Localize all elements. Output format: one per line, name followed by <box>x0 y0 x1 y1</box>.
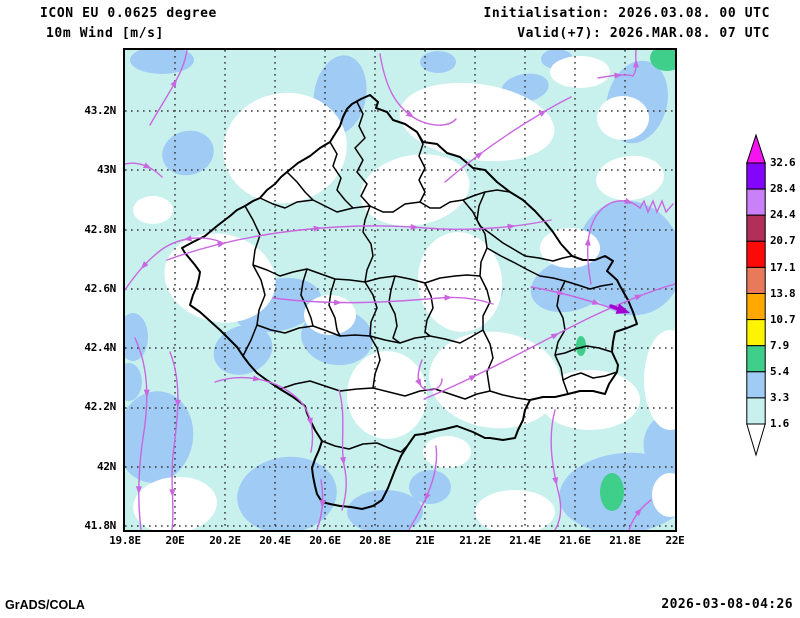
grads-credit: GrADS/COLA <box>5 598 85 612</box>
creation-timestamp: 2026-03-08-04:26 <box>661 597 793 612</box>
colorbar-tick: 20.7 <box>770 234 796 247</box>
streamline-arrowhead <box>584 237 591 246</box>
lon-label: 21.2E <box>459 534 491 547</box>
valid-time-label: Valid(+7): 2026.MAR.08. 07 UTC <box>517 26 770 41</box>
lat-label: 42.2N <box>84 400 116 413</box>
colorbar-tick: 24.4 <box>770 208 796 221</box>
streamline-arrowhead <box>183 235 192 242</box>
lat-label: 43.2N <box>84 104 116 117</box>
wind-map <box>116 45 697 534</box>
streamline-arrowhead <box>306 417 313 426</box>
streamline-arrowhead <box>415 378 422 387</box>
model-title: ICON EU 0.0625 degree <box>40 6 217 21</box>
streamline-arrowhead <box>468 374 478 382</box>
lon-label: 21.8E <box>609 534 641 547</box>
lon-label: 20E <box>165 534 185 547</box>
lon-label: 21.4E <box>509 534 541 547</box>
lat-label: 42N <box>97 460 116 473</box>
lon-label: 19.8E <box>109 534 141 547</box>
lon-label: 22E <box>665 534 685 547</box>
colorbar-tick: 32.6 <box>770 156 796 169</box>
lon-label: 20.6E <box>309 534 341 547</box>
streamline-arrowhead <box>319 499 326 509</box>
streamline-arrowhead <box>313 225 322 232</box>
lon-label: 20.8E <box>359 534 391 547</box>
colorbar-tick: 7.9 <box>770 339 789 352</box>
colorbar <box>746 133 766 457</box>
streamline-arrowhead <box>633 59 640 68</box>
streamline-arrowhead <box>334 299 343 306</box>
lon-label: 20.4E <box>259 534 291 547</box>
field-title: 10m Wind [m/s] <box>46 26 164 41</box>
streamline-arrowhead <box>410 223 419 230</box>
lat-label: 42.4N <box>84 341 116 354</box>
colorbar-tick: 3.3 <box>770 391 789 404</box>
streamline-arrowhead <box>634 294 643 301</box>
streamline-arrowhead <box>252 375 262 382</box>
streamline-arrowhead <box>143 162 152 169</box>
colorbar-over-arrow <box>746 133 766 164</box>
init-time-label: Initialisation: 2026.03.08. 00 UTC <box>483 6 770 21</box>
streamline-arrowhead <box>550 333 560 340</box>
lat-label: 43N <box>97 163 116 176</box>
streamline-arrowhead <box>170 78 177 88</box>
colorbar-tick: 5.4 <box>770 365 789 378</box>
streamline-arrowhead <box>444 294 453 301</box>
colorbar-tick: 10.7 <box>770 313 796 326</box>
streamline-arrowhead <box>140 261 149 270</box>
colorbar-tick: 13.8 <box>770 287 796 300</box>
kosovo-outline <box>181 94 638 510</box>
streamline-arrowhead <box>634 508 642 517</box>
streamline-arrowhead <box>174 399 181 408</box>
lat-label: 42.6N <box>84 282 116 295</box>
kosovo-borders <box>181 94 638 510</box>
grid-lines <box>125 50 675 530</box>
streamline-arrowhead <box>614 72 623 79</box>
streamline-arrowhead <box>424 492 431 501</box>
streamline-arrowhead <box>339 456 346 466</box>
lon-label: 21E <box>415 534 435 547</box>
streamline-arrowhead <box>538 110 547 117</box>
strong-wind-arrowhead <box>615 303 630 314</box>
lat-label: 42.8N <box>84 223 116 236</box>
colorbar-tick: 28.4 <box>770 182 796 195</box>
lat-label: 41.8N <box>84 519 116 532</box>
colorbar-under-arrow <box>746 423 766 457</box>
map-frame <box>116 45 697 534</box>
streamline-arrowhead <box>143 389 150 398</box>
streamline-arrowhead <box>556 289 566 296</box>
wind-streamlines <box>124 49 676 531</box>
streamline-arrowhead <box>552 477 559 486</box>
streamline-arrowhead <box>507 223 516 230</box>
streamline-arrowhead <box>169 489 176 498</box>
colorbar-tick: 17.1 <box>770 261 796 274</box>
streamline-arrowhead <box>217 241 226 248</box>
lon-label: 20.2E <box>209 534 241 547</box>
colorbar-tick: 1.6 <box>770 417 789 430</box>
streamline-arrowhead <box>405 110 415 118</box>
streamline-arrowhead <box>624 198 633 204</box>
streamline-arrowhead <box>474 151 484 159</box>
lon-label: 21.6E <box>559 534 591 547</box>
streamline-arrowhead <box>135 486 142 495</box>
streamline-arrowhead <box>591 299 601 305</box>
